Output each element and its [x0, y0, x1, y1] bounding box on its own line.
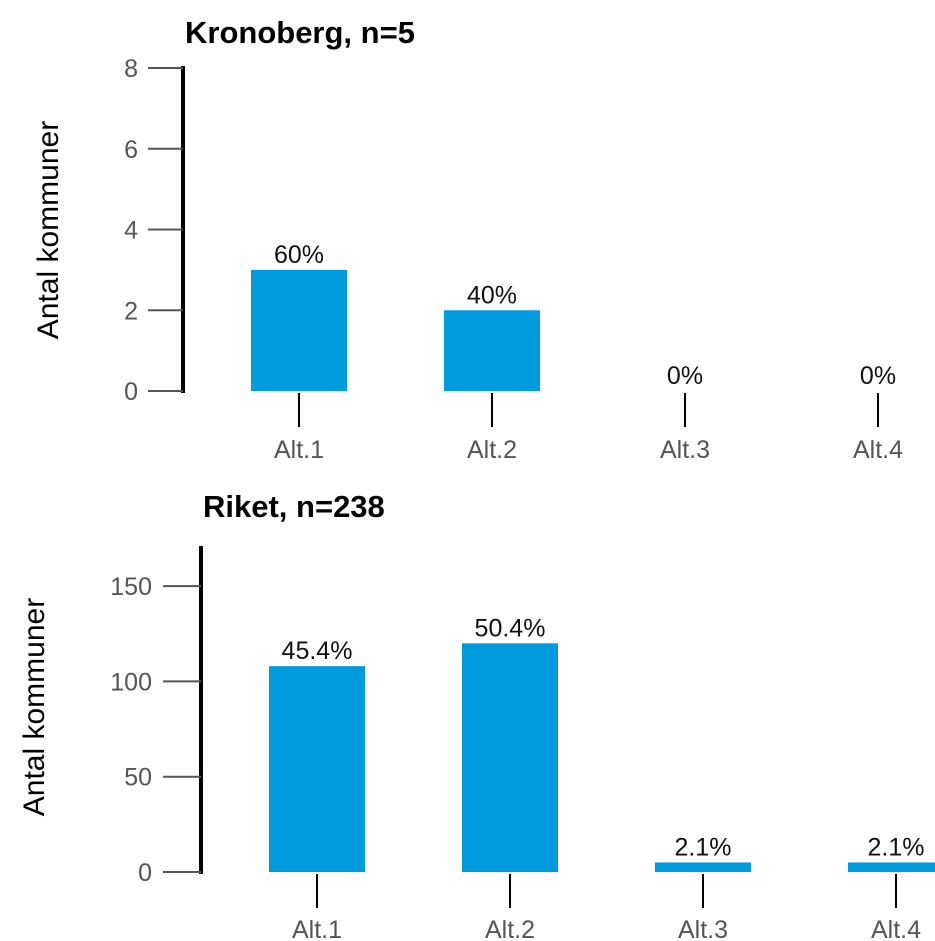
- x-tick-label: Alt.2: [467, 436, 517, 464]
- bar: [462, 643, 558, 872]
- y-tick-label: 2: [124, 297, 138, 325]
- kronoberg-bar-chart: Kronoberg, n=5 Antal kommuner 0 2 4 6 8 60% Al…: [32, 15, 903, 464]
- y-tick-label: 8: [124, 55, 138, 83]
- data-label: 50.4%: [475, 614, 546, 642]
- data-label: 2.1%: [868, 833, 925, 861]
- bar: [848, 862, 935, 872]
- data-label: 40%: [467, 281, 517, 309]
- y-tick-label: 6: [124, 136, 138, 164]
- bar: [655, 862, 751, 872]
- y-tick-label: 100: [110, 668, 152, 696]
- y-tick-label: 4: [124, 217, 138, 245]
- data-label: 45.4%: [282, 637, 353, 665]
- x-tick-label: Alt.4: [871, 916, 921, 941]
- data-label: 0%: [860, 362, 896, 390]
- data-label: 2.1%: [675, 833, 732, 861]
- x-tick-label: Alt.2: [485, 916, 535, 941]
- x-tick-label: Alt.4: [853, 436, 903, 464]
- data-label: 0%: [667, 362, 703, 390]
- data-label: 60%: [274, 241, 324, 269]
- y-axis-label: Antal kommuner: [32, 121, 65, 339]
- x-tick-label: Alt.1: [274, 436, 324, 464]
- y-axis-label: Antal kommuner: [18, 598, 51, 816]
- bar: [444, 310, 540, 391]
- chart-title: Riket, n=238: [203, 489, 385, 524]
- y-tick-label: 50: [124, 764, 152, 792]
- chart-title: Kronoberg, n=5: [185, 15, 415, 50]
- y-tick-label: 150: [110, 573, 152, 601]
- bar: [251, 269, 347, 391]
- riket-bar-chart: Riket, n=238 Antal kommuner 0 50 100 150 45.…: [18, 489, 935, 941]
- x-tick-label: Alt.1: [292, 916, 342, 941]
- bar: [269, 666, 365, 872]
- x-tick-label: Alt.3: [678, 916, 728, 941]
- kronoberg-chart-panel: Kronoberg, n=5 Antal kommuner 0 2 4 6 8 60% Al…: [0, 0, 935, 470]
- x-tick-label: Alt.3: [660, 436, 710, 464]
- y-tick-label: 0: [124, 378, 138, 406]
- y-tick-label: 0: [138, 859, 152, 887]
- riket-chart-panel: Riket, n=238 Antal kommuner 0 50 100 150 45.…: [0, 470, 935, 941]
